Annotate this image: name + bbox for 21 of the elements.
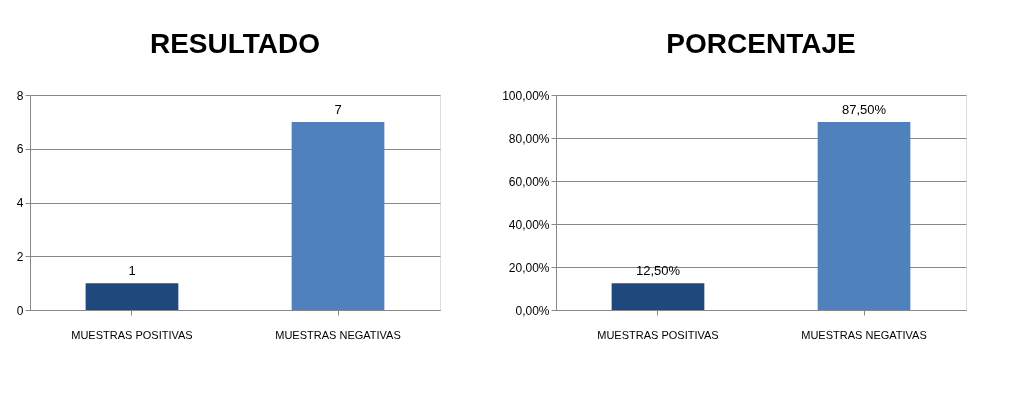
x-tick-label: MUESTRAS NEGATIVAS: [275, 328, 401, 341]
y-tick-label: 8: [16, 88, 24, 103]
y-tick-label: 0,00%: [515, 303, 550, 318]
y-tick-label: 0: [16, 303, 24, 318]
y-tick-label: 40,00%: [508, 217, 550, 232]
y-tick-label: 80,00%: [508, 131, 550, 146]
x-tick-label: MUESTRAS POSITIVAS: [71, 328, 193, 341]
y-tick-label: 6: [16, 142, 24, 157]
x-tick-label: MUESTRAS POSITIVAS: [597, 328, 719, 341]
data-label: 12,50%: [635, 263, 681, 279]
data-label: 7: [334, 101, 342, 117]
chart-title: PORCENTAJE: [666, 28, 856, 59]
y-tick-label: 2: [16, 249, 24, 264]
x-tick-label: MUESTRAS NEGATIVAS: [801, 328, 927, 341]
y-tick-label: 60,00%: [508, 174, 550, 189]
y-tick-label: 4: [16, 196, 24, 210]
data-label: 1: [128, 263, 136, 279]
data-label: 87,50%: [841, 101, 887, 117]
chart-title: RESULTADO: [149, 28, 321, 59]
y-tick-label: 20,00%: [508, 260, 550, 275]
y-tick-label: 100,00%: [502, 88, 550, 103]
